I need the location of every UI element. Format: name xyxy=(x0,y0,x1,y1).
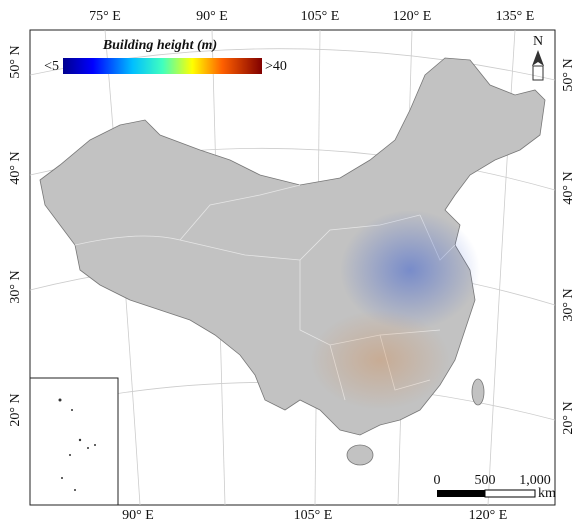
top-lon-label: 105° E xyxy=(301,9,340,24)
right-lat-label: 20° N xyxy=(561,401,576,434)
right-lat-label: 40° N xyxy=(561,171,576,204)
top-lon-label: 75° E xyxy=(89,9,121,24)
bottom-lon-label: 105° E xyxy=(294,508,333,523)
north-arrow xyxy=(532,50,544,81)
north-label: N xyxy=(533,34,543,49)
left-lat-label: 40° N xyxy=(8,151,23,184)
left-lat-label: 30° N xyxy=(8,270,23,303)
scale-label: 1,000 xyxy=(519,473,551,488)
top-lon-label: 90° E xyxy=(196,9,228,24)
scale-bar-black xyxy=(437,490,485,497)
legend-title: Building height (m) xyxy=(102,38,217,53)
density-south xyxy=(310,310,450,410)
legend-min: <5 xyxy=(44,59,59,74)
scale-unit: km xyxy=(538,486,556,501)
legend-colorbar xyxy=(63,58,262,74)
legend-max: >40 xyxy=(265,59,287,74)
density-north-east xyxy=(340,210,480,330)
left-lat-label: 20° N xyxy=(8,393,23,426)
scale-bar-white xyxy=(484,489,536,498)
top-lon-label: 135° E xyxy=(496,9,535,24)
right-lat-label: 30° N xyxy=(561,288,576,321)
top-lon-label: 120° E xyxy=(393,9,432,24)
bottom-lon-label: 120° E xyxy=(469,508,508,523)
right-lat-label: 50° N xyxy=(561,58,576,91)
scale-label: 0 xyxy=(434,473,441,488)
hainan xyxy=(346,444,374,466)
scale-label: 500 xyxy=(475,473,496,488)
bottom-lon-label: 90° E xyxy=(122,508,154,523)
taiwan xyxy=(471,378,485,406)
inset-box xyxy=(29,377,119,506)
left-lat-label: 50° N xyxy=(8,45,23,78)
inset-islands xyxy=(58,398,96,491)
